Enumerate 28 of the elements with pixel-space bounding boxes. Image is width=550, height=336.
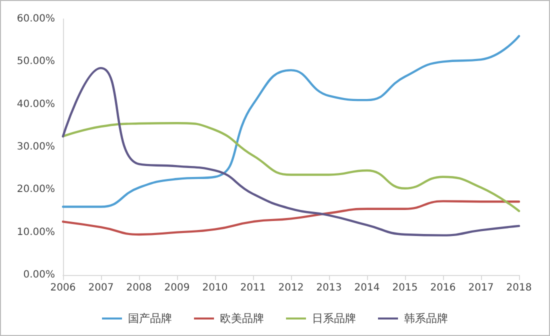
y-tick-label: 60.00% (16, 14, 55, 24)
y-tick-label: 10.00% (16, 226, 55, 238)
x-tick-label: 2009 (164, 282, 190, 294)
legend-label: 欧美品牌 (220, 312, 264, 325)
y-tick-label: 0.00% (23, 270, 55, 280)
legend-label: 日系品牌 (312, 312, 356, 325)
x-tick-label: 2016 (430, 282, 456, 294)
x-tick-label: 2017 (468, 282, 494, 294)
x-tick-label: 2007 (88, 282, 114, 294)
y-tick-label: 40.00% (16, 98, 55, 110)
legend-label: 国产品牌 (128, 312, 172, 325)
x-tick-label: 2012 (278, 282, 304, 294)
x-tick-label: 2011 (240, 282, 266, 294)
y-tick-label: 50.00% (16, 56, 55, 68)
line-series (62, 200, 520, 236)
y-tick-label: 20.00% (16, 184, 55, 196)
x-tick-label: 2006 (50, 282, 76, 294)
x-tick-label: 2008 (126, 282, 152, 294)
x-tick-label: 2010 (202, 282, 228, 294)
line-series (62, 66, 520, 236)
x-tick-label: 2018 (506, 282, 532, 294)
legend-label: 韩系品牌 (404, 312, 448, 325)
x-tick-label: 2014 (354, 282, 380, 294)
x-tick-label: 2013 (316, 282, 342, 294)
x-tick-label: 2015 (392, 282, 418, 294)
line-series (62, 122, 520, 212)
y-tick-label: 30.00% (16, 142, 55, 152)
line-series (62, 34, 520, 208)
